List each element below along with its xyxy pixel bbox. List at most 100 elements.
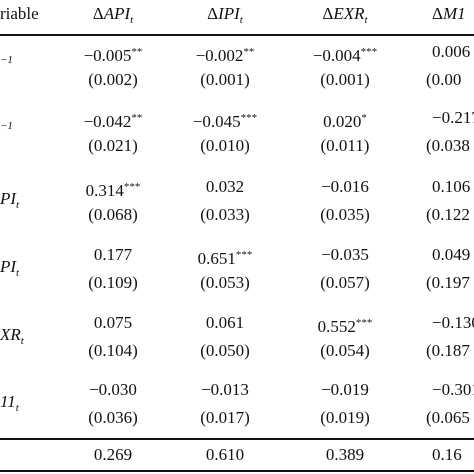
standard-error: (0.019) — [320, 408, 370, 428]
standard-error-value: (0.050) — [200, 341, 250, 360]
estimate-value: 0.651 — [197, 249, 236, 268]
standard-error: (0.068) — [88, 205, 138, 225]
estimate-value: 0.032 — [205, 177, 245, 196]
estimate-value: −0.042 — [83, 112, 132, 131]
header-main: IPI — [218, 4, 240, 23]
standard-error-value: (0.010) — [200, 136, 250, 155]
estimate-value: −0.004 — [312, 46, 361, 65]
header-prefix: Δ — [322, 4, 334, 23]
label-main: 11 — [0, 392, 16, 411]
estimate: −0.016 — [321, 177, 369, 197]
estimate-value: −0.030 — [89, 380, 137, 399]
estimate-value: 0.075 — [93, 313, 133, 332]
estimate: −0.004*** — [313, 42, 377, 66]
estimate-value: −0.217 — [432, 108, 474, 127]
label-sub: t — [16, 199, 20, 211]
header-cell: ΔAPIt — [93, 4, 133, 30]
standard-error-value: (0.187 — [426, 341, 470, 360]
estimate-value: 0.314 — [85, 181, 124, 200]
header-rule — [0, 34, 474, 36]
row-label: PIt — [0, 257, 19, 283]
header-sub: t — [239, 14, 243, 26]
estimate-value: 0.020 — [323, 112, 362, 131]
header-main: M1 — [442, 4, 466, 23]
estimate: 0.314*** — [86, 177, 141, 201]
header-prefix: Δ — [432, 4, 443, 23]
significance: *** — [360, 46, 378, 58]
estimate: −0.013 — [201, 380, 249, 400]
standard-error-value: (0.065 — [426, 408, 470, 427]
significance: *** — [355, 317, 373, 329]
standard-error-value: (0.035) — [320, 205, 370, 224]
estimate-value: −0.013 — [201, 380, 249, 399]
standard-error: (0.057) — [320, 273, 370, 293]
standard-error: (0.001) — [200, 70, 250, 90]
estimate: −0.045*** — [193, 108, 257, 132]
estimate-value: −0.005 — [83, 46, 132, 65]
estimate: 0.006 — [432, 42, 470, 62]
standard-error: (0.011) — [321, 136, 370, 156]
significance: *** — [240, 112, 258, 124]
row-label: −1 — [0, 44, 13, 70]
estimate: 0.061 — [206, 313, 244, 333]
standard-error: (0.065 — [426, 408, 470, 428]
label-sub: t — [20, 335, 24, 347]
standard-error-value: (0.068) — [88, 205, 138, 224]
estimate-value: −0.019 — [321, 380, 369, 399]
standard-error: (0.197 — [426, 273, 470, 293]
standard-error-value: (0.197 — [426, 273, 470, 292]
estimate-value: −0.035 — [321, 245, 369, 264]
estimate: 0.032 — [206, 177, 244, 197]
estimate: −0.042** — [84, 108, 143, 132]
standard-error: (0.00 — [426, 70, 461, 90]
header-prefix: Δ — [92, 4, 104, 23]
estimate-value: −0.016 — [321, 177, 369, 196]
estimate: 0.106 — [432, 177, 470, 197]
row-label: 11t — [0, 392, 19, 418]
estimate: 0.610 — [206, 445, 244, 465]
standard-error-value: (0.033) — [200, 205, 250, 224]
estimate-value: −0.045 — [192, 112, 241, 131]
standard-error: (0.017) — [200, 408, 250, 428]
estimate: 0.389 — [326, 445, 364, 465]
estimate-value: 0.006 — [432, 42, 471, 61]
estimate-value: 0.106 — [432, 177, 471, 196]
label-sub: t — [16, 267, 20, 279]
header-main: API — [103, 4, 131, 23]
row-label: XRt — [0, 325, 24, 351]
header-sub: t — [364, 14, 368, 26]
standard-error: (0.036) — [88, 408, 138, 428]
standard-error: (0.002) — [88, 70, 138, 90]
header-sub: t — [130, 14, 134, 26]
significance: ** — [243, 46, 255, 58]
estimate-value: 0.552 — [317, 317, 356, 336]
standard-error-value: (0.001) — [320, 70, 370, 89]
estimate: −0.002** — [196, 42, 255, 66]
standard-error: (0.054) — [320, 341, 370, 361]
standard-error: (0.021) — [88, 136, 138, 156]
standard-error-value: (0.057) — [320, 273, 370, 292]
estimate: 0.177 — [94, 245, 132, 265]
standard-error-value: (0.021) — [88, 136, 138, 155]
estimate-value: 0.389 — [325, 445, 365, 464]
significance: ** — [131, 46, 143, 58]
standard-error-value: (0.054) — [320, 341, 370, 360]
estimate: −0.030 — [89, 380, 137, 400]
estimate: 0.651*** — [198, 245, 253, 269]
header-main: EXR — [333, 4, 365, 23]
estimate: 0.020* — [323, 108, 367, 132]
header-text: riable — [0, 4, 39, 23]
bottom-rule — [0, 470, 474, 472]
header-cell: riable — [0, 4, 39, 24]
header-cell: ΔEXRt — [322, 4, 367, 30]
significance: ** — [131, 112, 143, 124]
standard-error: (0.050) — [200, 341, 250, 361]
estimate: −0.035 — [321, 245, 369, 265]
label-sub: −1 — [0, 54, 13, 66]
standard-error-value: (0.00 — [426, 70, 462, 89]
standard-error-value: (0.109) — [88, 273, 138, 292]
estimate: −0.301 — [432, 380, 474, 400]
standard-error-value: (0.019) — [320, 408, 370, 427]
estimate-value: 0.049 — [432, 245, 471, 264]
